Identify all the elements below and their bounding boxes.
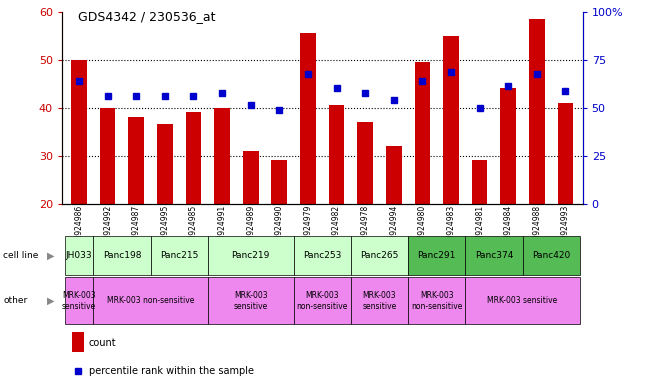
Text: Panc420: Panc420 [532,251,570,260]
Bar [329,105,344,204]
Bar [208,277,294,324]
Bar [357,122,373,204]
Text: Panc374: Panc374 [475,251,513,260]
Text: Panc198: Panc198 [103,251,141,260]
Bar [465,236,523,275]
Text: Panc253: Panc253 [303,251,341,260]
Text: MRK-003
sensitive: MRK-003 sensitive [62,291,96,311]
Bar [128,117,144,204]
Bar [208,236,294,275]
Text: GDS4342 / 230536_at: GDS4342 / 230536_at [78,10,215,23]
Bar [472,161,488,204]
Bar [93,236,150,275]
Text: Panc219: Panc219 [232,251,270,260]
Text: Panc215: Panc215 [160,251,199,260]
Text: JH033: JH033 [66,251,92,260]
Bar [64,277,93,324]
Text: cell line: cell line [3,251,38,260]
Bar [415,62,430,204]
Bar [558,103,574,204]
Bar [523,236,580,275]
Bar [150,236,208,275]
Text: MRK-003
sensitive: MRK-003 sensitive [363,291,396,311]
Text: ▶: ▶ [47,296,55,306]
Bar [157,124,173,204]
Bar [64,236,93,275]
Text: MRK-003
non-sensitive: MRK-003 non-sensitive [297,291,348,311]
Bar [386,146,402,204]
Bar [271,161,287,204]
Bar [465,277,580,324]
Text: Panc265: Panc265 [360,251,398,260]
Text: MRK-003
non-sensitive: MRK-003 non-sensitive [411,291,462,311]
Bar [243,151,258,204]
Text: MRK-003 sensitive: MRK-003 sensitive [488,296,558,305]
Bar [294,236,351,275]
Text: MRK-003 non-sensitive: MRK-003 non-sensitive [107,296,194,305]
Bar [501,88,516,204]
Bar [443,36,459,204]
Text: other: other [3,296,27,305]
Bar [294,277,351,324]
Text: count: count [89,338,117,348]
Bar [351,277,408,324]
Bar [72,332,84,353]
Bar [408,236,465,275]
Bar [100,108,115,204]
Text: MRK-003
sensitive: MRK-003 sensitive [234,291,268,311]
Text: percentile rank within the sample: percentile rank within the sample [89,366,254,376]
Bar [351,236,408,275]
Bar [408,277,465,324]
Bar [71,60,87,204]
Text: Panc291: Panc291 [417,251,456,260]
Bar [214,108,230,204]
Bar [529,19,545,204]
Bar [186,112,201,204]
Bar [300,33,316,204]
Bar [93,277,208,324]
Text: ▶: ▶ [47,250,55,260]
